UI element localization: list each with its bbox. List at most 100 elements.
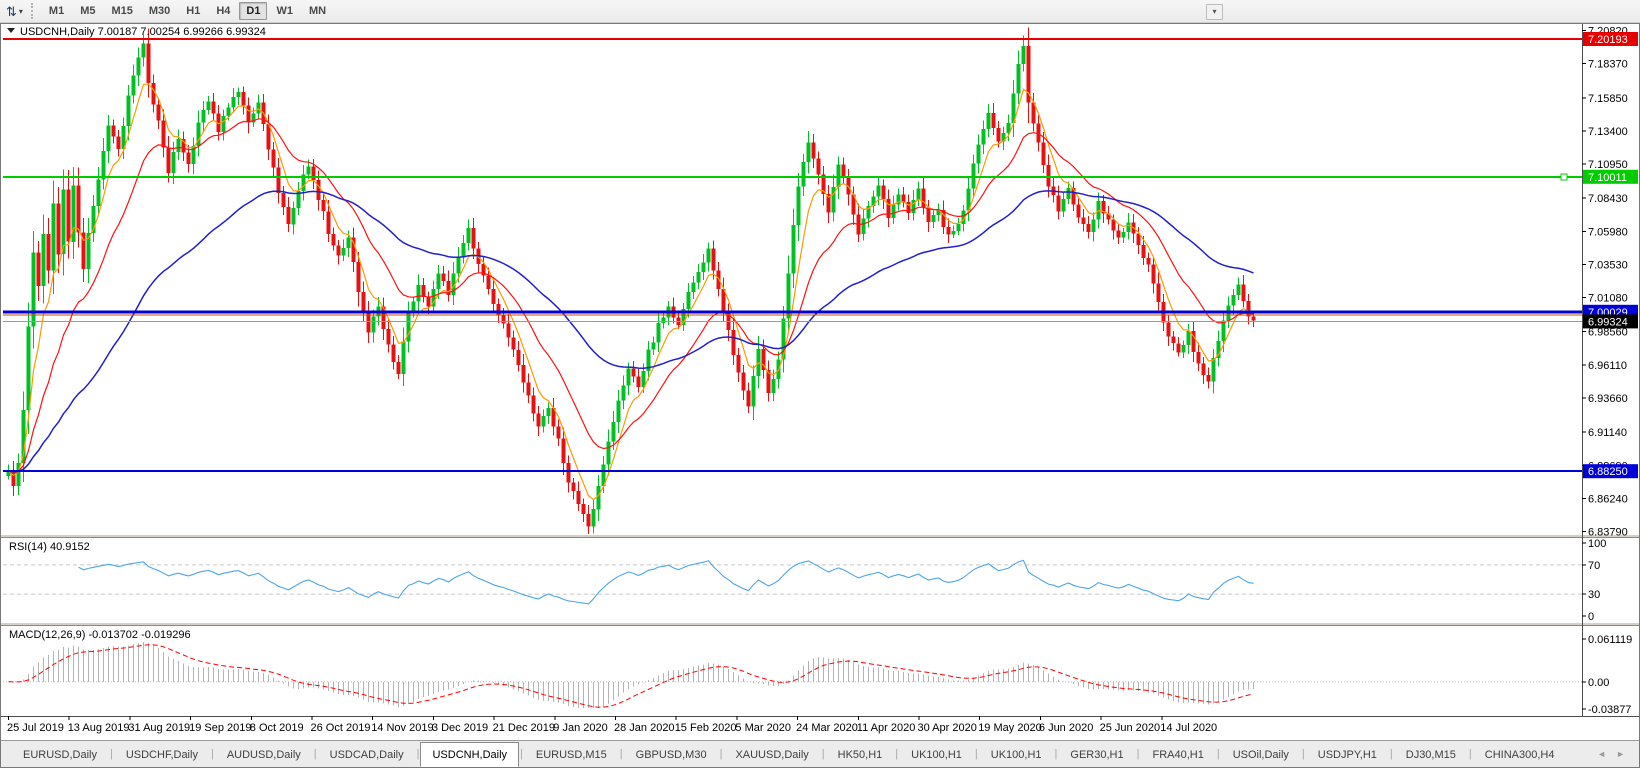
price-line-label-text: 7.20193 bbox=[1588, 34, 1628, 46]
candle-body bbox=[1136, 233, 1141, 245]
chart-tab-dj30-m15[interactable]: DJ30,M15 bbox=[1405, 748, 1456, 761]
chart-tab-hk50-h1[interactable]: HK50,H1 bbox=[837, 748, 883, 761]
price-scale[interactable]: 7.208207.183707.158507.134007.109507.084… bbox=[1582, 24, 1638, 716]
candle-body bbox=[716, 270, 721, 290]
tab-scroll-left-icon[interactable]: ◄ bbox=[1597, 749, 1607, 759]
candle-body bbox=[1026, 46, 1031, 103]
chart-tab-usdcad-daily[interactable]: USDCAD,Daily bbox=[329, 748, 404, 761]
candle-body bbox=[171, 151, 176, 174]
time-axis-label: 26 Oct 2019 bbox=[311, 722, 371, 734]
timeframe-button-m1[interactable]: M1 bbox=[48, 5, 65, 17]
timeframe-button-m5[interactable]: M5 bbox=[80, 5, 96, 17]
price-line-label bbox=[1583, 169, 1638, 184]
chart-canvas[interactable]: USDCNH,Daily 7.00187 7.00254 6.99266 6.9… bbox=[1, 24, 1639, 740]
chart-tabs-bar: EURUSD,Daily | USDCHF,Daily | AUDUSD,Daily | U… bbox=[1, 740, 1639, 767]
timeframe-button-mn[interactable]: MN bbox=[308, 5, 327, 17]
chart-tab-usoil-daily[interactable]: USOil,Daily bbox=[1232, 748, 1289, 761]
chart-tab-uk100-h1[interactable]: UK100,H1 bbox=[911, 748, 962, 761]
tab-separator: | bbox=[109, 748, 113, 760]
scale-tick-label: 7.15850 bbox=[1588, 93, 1628, 105]
chart-tab-usdcnh-daily[interactable]: USDCNH,Daily bbox=[420, 742, 520, 767]
candle-body bbox=[456, 257, 461, 274]
pane-divider-bar[interactable] bbox=[1, 534, 1639, 538]
tab-scroll-right-icon[interactable]: ► bbox=[1616, 749, 1625, 759]
candle-body bbox=[1076, 204, 1081, 218]
candle-body bbox=[341, 247, 346, 256]
candle-body bbox=[311, 166, 316, 180]
chart-tab-usdjpy-h1[interactable]: USDJPY,H1 bbox=[1317, 748, 1377, 761]
timeframe-button-w1[interactable]: W1 bbox=[276, 5, 293, 17]
chart-tab-ger30-h1[interactable]: GER30,H1 bbox=[1070, 748, 1124, 761]
toolbar-overflow-button[interactable]: ▾ bbox=[1206, 4, 1223, 20]
candle-body bbox=[101, 151, 106, 180]
timeframe-toolbar: M1 M5 M15 M30 H1 H4 D1 W1 MN bbox=[41, 2, 334, 20]
candle-body bbox=[251, 113, 256, 123]
candle-body bbox=[441, 273, 446, 281]
candle-body bbox=[276, 167, 281, 194]
candle-body bbox=[981, 128, 986, 145]
chart-tab-eurusd-daily[interactable]: EURUSD,Daily bbox=[23, 748, 97, 761]
tab-separator: | bbox=[1301, 748, 1305, 760]
candle-body bbox=[51, 203, 56, 271]
chart-tab-fra40-h1[interactable]: FRA40,H1 bbox=[1152, 748, 1204, 761]
tab-separator: | bbox=[974, 748, 978, 760]
candle-body bbox=[1156, 283, 1161, 303]
price-line-label bbox=[1583, 314, 1638, 329]
chart-tab-eurusd-m15[interactable]: EURUSD,M15 bbox=[535, 748, 607, 761]
hline-handle[interactable] bbox=[1560, 173, 1568, 181]
scale-tick-label: 6.93660 bbox=[1588, 393, 1628, 405]
candle-body bbox=[706, 248, 711, 263]
scale-tick-label: 6.98560 bbox=[1588, 327, 1628, 339]
scale-tick-label: 6.96110 bbox=[1588, 360, 1627, 372]
chart-window: USDCNH,Daily 7.00187 7.00254 6.99266 6.9… bbox=[0, 23, 1640, 768]
candle-body bbox=[881, 185, 886, 199]
pane-divider[interactable] bbox=[1, 622, 1639, 626]
chart-tab-gbpusd-m30[interactable]: GBPUSD,M30 bbox=[635, 748, 707, 761]
time-axis-label: 25 Jul 2019 bbox=[7, 722, 64, 734]
symbol-dropdown-icon[interactable] bbox=[7, 28, 15, 33]
timeframe-button-h1[interactable]: H1 bbox=[186, 5, 201, 17]
candle-body bbox=[1171, 336, 1176, 344]
pane-divider-bar[interactable] bbox=[1, 622, 1639, 626]
candle-body bbox=[886, 199, 891, 218]
time-axis-label: 19 Sep 2019 bbox=[189, 722, 251, 734]
timeframe-button-h4[interactable]: H4 bbox=[216, 5, 231, 17]
chevron-down-icon[interactable]: ▾ bbox=[18, 6, 23, 16]
chart-tab-audusd-daily[interactable]: AUDUSD,Daily bbox=[226, 748, 301, 761]
rsi-label: RSI(14) 40.9152 bbox=[9, 541, 90, 553]
scale-tick-label: 7.01080 bbox=[1588, 293, 1628, 305]
candle-body bbox=[541, 416, 546, 427]
candle-body bbox=[1141, 245, 1146, 258]
chart-tab-uk100-h1[interactable]: UK100,H1 bbox=[990, 748, 1042, 761]
candle-body bbox=[211, 101, 216, 114]
timeframe-button-m30[interactable]: M30 bbox=[148, 5, 171, 17]
scale-tick-label: 6.86240 bbox=[1588, 493, 1628, 505]
scale-tick-label: 6.91140 bbox=[1588, 427, 1627, 439]
chart-tab-xauusd-daily[interactable]: XAUUSD,Daily bbox=[735, 748, 809, 761]
pane-divider[interactable] bbox=[1, 534, 1639, 538]
toolbar-grip[interactable] bbox=[30, 3, 33, 19]
timeframe-button-m15[interactable]: M15 bbox=[111, 5, 133, 17]
time-axis-label: 3 Dec 2019 bbox=[432, 722, 488, 734]
moving-average-medium bbox=[8, 118, 1254, 474]
chart-tab-china300-h4[interactable]: CHINA300,H4 bbox=[1484, 748, 1555, 761]
time-axis-label: 25 Jun 2020 bbox=[1100, 722, 1161, 734]
arrange-windows-icon[interactable]: ⇅ bbox=[6, 3, 17, 19]
candle-body bbox=[731, 330, 736, 356]
candle-body bbox=[16, 463, 21, 486]
candle-body bbox=[21, 409, 26, 464]
macd-scale-label: 0.00 bbox=[1588, 677, 1609, 689]
price-line-label-text: 7.10011 bbox=[1588, 172, 1627, 184]
candle-body bbox=[1221, 320, 1226, 342]
candle-body bbox=[186, 152, 191, 164]
chart-tab-usdchf-daily[interactable]: USDCHF,Daily bbox=[125, 748, 198, 761]
price-line-label bbox=[1583, 464, 1638, 479]
candle-body bbox=[246, 105, 251, 123]
time-axis-label: 14 Nov 2019 bbox=[371, 722, 433, 734]
candle-body bbox=[356, 262, 361, 293]
candle-body bbox=[1231, 294, 1236, 306]
candle-body bbox=[1066, 187, 1071, 200]
candle-body bbox=[721, 289, 726, 313]
timeframe-button-d1[interactable]: D1 bbox=[239, 2, 268, 20]
